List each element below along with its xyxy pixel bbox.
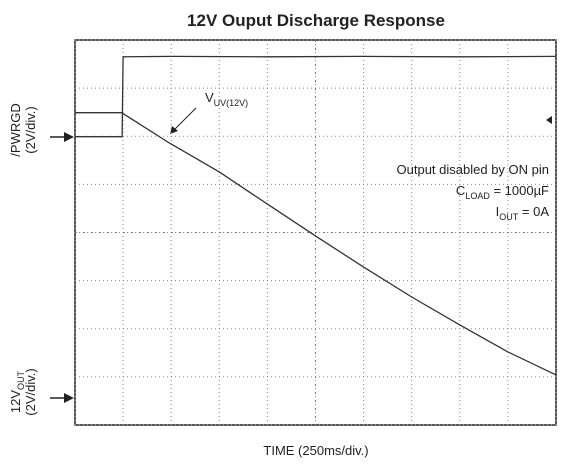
text-run: 12V	[8, 390, 23, 413]
text-run: I	[496, 204, 500, 219]
text-run: (2V/div.)	[23, 368, 38, 415]
text-run: (2V/div.)	[23, 106, 38, 153]
text-run: = 0A	[518, 204, 549, 219]
annotation-arrow	[171, 107, 197, 133]
annotation: IOUT = 0A	[496, 204, 550, 222]
trigger-marker	[546, 116, 552, 124]
text-run: C	[456, 183, 465, 198]
x-axis-label: TIME (250ms/div.)	[263, 443, 368, 458]
subscript: LOAD	[465, 191, 490, 201]
channel-label: (2V/div.)	[23, 106, 38, 153]
annotation: CLOAD = 1000µF	[456, 183, 549, 201]
channel-label: (2V/div.)	[23, 368, 38, 415]
annotation-arrow	[170, 126, 178, 134]
chart-title: 12V Ouput Discharge Response	[187, 11, 445, 30]
ground-marker	[64, 393, 74, 403]
text-run: V	[205, 90, 214, 105]
annotation: VUV(12V)	[205, 90, 248, 108]
channel-label: /PWRGD	[8, 103, 23, 156]
text-run: /PWRGD	[8, 103, 23, 156]
subscript: OUT	[499, 212, 519, 222]
trace	[75, 55, 557, 138]
text-run: Output disabled by ON pin	[397, 162, 549, 177]
subscript: UV(12V)	[214, 98, 249, 108]
markers	[50, 116, 552, 403]
annotation: Output disabled by ON pin	[397, 162, 549, 177]
text-run: = 1000µF	[490, 183, 549, 198]
subscript: OUT	[16, 370, 26, 390]
channel-label: 12VOUT	[8, 370, 26, 413]
trace	[75, 112, 557, 376]
ground-marker	[64, 132, 74, 142]
